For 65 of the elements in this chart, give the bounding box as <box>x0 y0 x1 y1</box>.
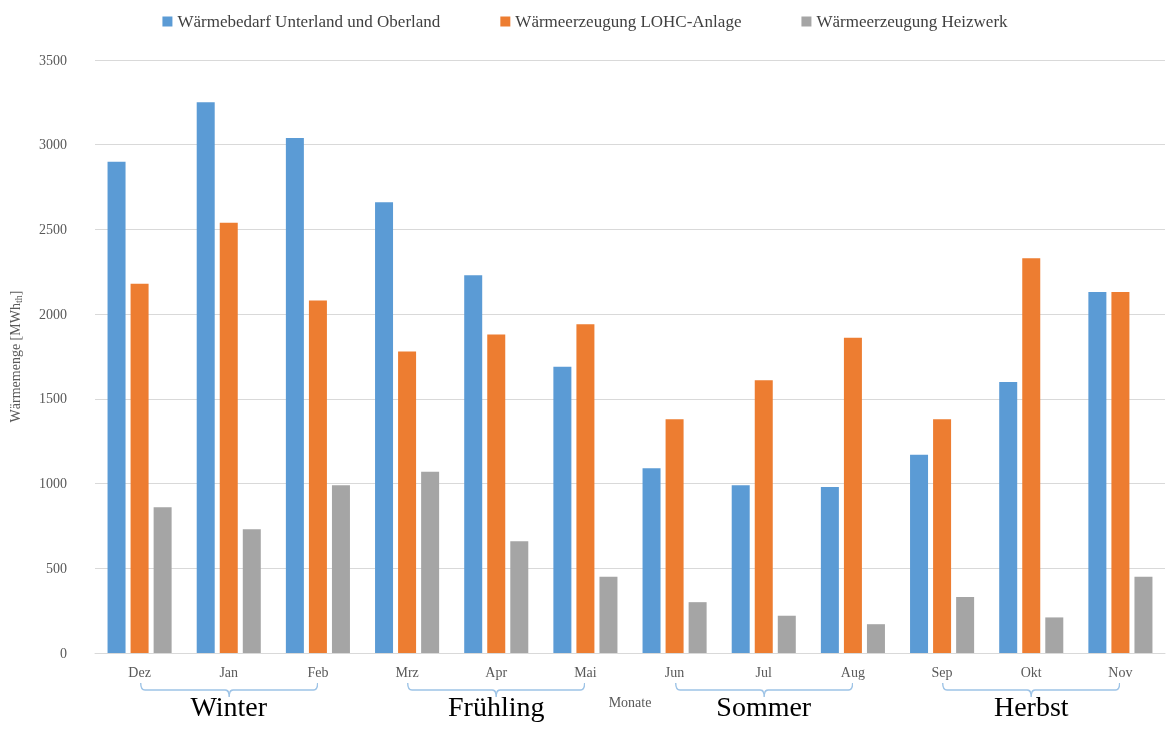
bar <box>933 419 952 653</box>
text: Herbst <box>993 691 1069 723</box>
bar <box>665 419 684 653</box>
bar <box>553 366 572 653</box>
bar <box>153 507 172 653</box>
bar <box>820 486 839 653</box>
x-tick-label: Apr <box>485 664 508 680</box>
bar <box>487 334 506 653</box>
bar <box>1045 617 1064 653</box>
bar <box>285 137 304 653</box>
x-tick-label: Jan <box>219 664 239 680</box>
x-tick-label: Aug <box>840 664 865 680</box>
bar <box>866 624 885 653</box>
x-tick-label: Feb <box>307 664 329 680</box>
x-tick-label: Sep <box>931 664 953 680</box>
bar <box>999 381 1018 653</box>
bar <box>308 300 327 653</box>
x-tick-label: Mai <box>574 664 597 680</box>
bar <box>219 222 238 653</box>
legend-label: Wärmeerzeugung Heizwerk <box>816 12 1009 31</box>
bar <box>642 468 661 653</box>
y-tick-label: 3000 <box>39 137 67 153</box>
bar <box>1111 292 1130 653</box>
bar <box>242 529 261 653</box>
legend-label: Wärmebedarf Unterland und Oberland <box>177 12 441 31</box>
bar <box>956 597 975 653</box>
bar <box>599 576 618 653</box>
y-tick-label: 3500 <box>39 52 67 68</box>
bar <box>130 283 149 653</box>
bar <box>576 324 595 653</box>
x-tick-label: Okt <box>1020 664 1042 680</box>
y-tick-label: 1500 <box>39 391 67 407</box>
text: Frühling <box>448 691 545 723</box>
bar <box>688 602 707 653</box>
y-tick-label: 500 <box>46 560 67 576</box>
text: Sommer <box>716 691 812 723</box>
y-tick-label: 2500 <box>39 221 67 237</box>
bar <box>1088 292 1107 653</box>
x-tick-label: Nov <box>1108 664 1133 680</box>
legend-label: Wärmeerzeugung LOHC-Anlage <box>515 12 742 31</box>
bar <box>107 161 126 653</box>
bar <box>754 380 773 653</box>
x-axis-title: Monate <box>608 694 652 710</box>
bar <box>731 485 750 653</box>
bar <box>421 471 440 653</box>
bar <box>1134 576 1153 653</box>
x-tick-label: Jul <box>755 664 773 680</box>
bar <box>777 615 796 653</box>
bar <box>1022 258 1041 653</box>
bar <box>464 275 483 653</box>
x-tick-label: Mrz <box>395 664 419 680</box>
bar <box>843 337 862 653</box>
bar <box>375 202 394 653</box>
bar <box>510 541 529 653</box>
bar <box>331 485 350 653</box>
text: Winter <box>190 691 268 723</box>
bar <box>196 102 215 653</box>
bar <box>398 351 417 653</box>
y-tick-label: 2000 <box>39 306 67 322</box>
y-axis-title: Wärmemenge [MWhth] <box>7 290 24 423</box>
bar <box>910 454 929 653</box>
y-tick-label: 1000 <box>39 476 67 492</box>
x-tick-label: Jun <box>664 664 685 680</box>
x-tick-label: Dez <box>128 664 151 680</box>
y-tick-label: 0 <box>60 645 67 661</box>
